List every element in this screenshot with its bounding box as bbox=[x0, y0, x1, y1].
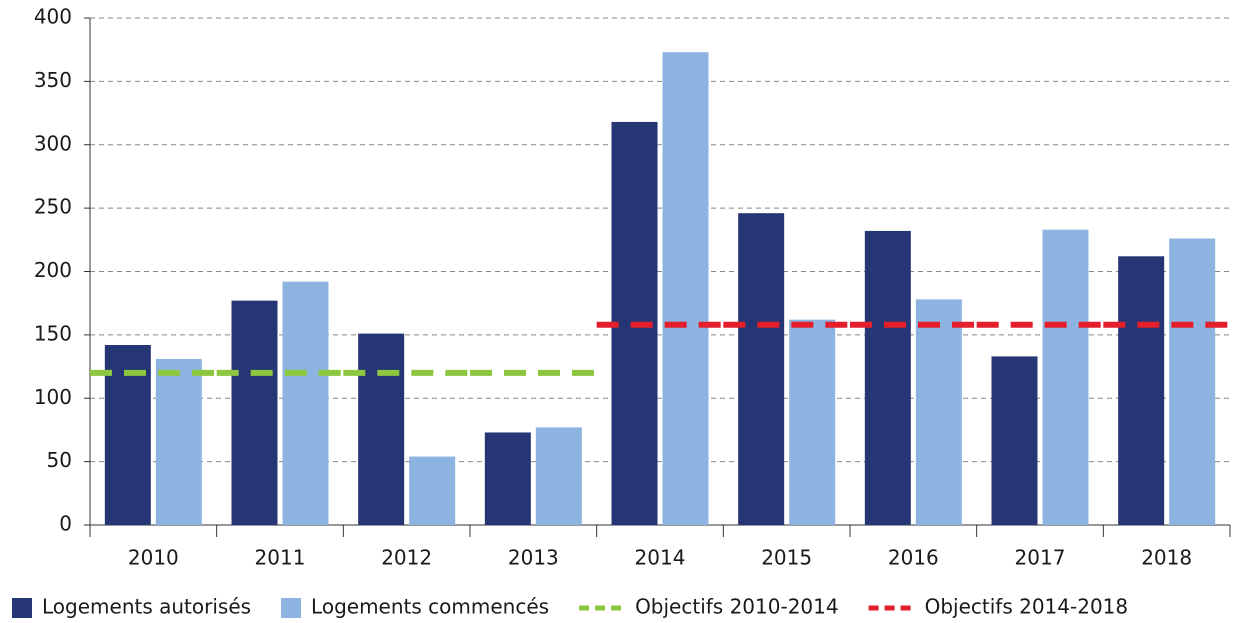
x-tick-label: 2011 bbox=[255, 546, 306, 570]
bar bbox=[738, 213, 785, 525]
y-tick-label: 100 bbox=[34, 385, 72, 409]
x-tick-label: 2017 bbox=[1015, 546, 1066, 570]
y-tick-label: 200 bbox=[34, 258, 72, 282]
bar bbox=[991, 356, 1038, 525]
legend-swatch bbox=[281, 598, 302, 618]
x-tick-label: 2010 bbox=[128, 546, 179, 570]
legend-label: Logements autorisés bbox=[42, 595, 251, 619]
bar bbox=[484, 432, 531, 525]
y-tick-label: 350 bbox=[34, 68, 72, 92]
y-tick-label: 150 bbox=[34, 321, 72, 345]
bar bbox=[409, 456, 456, 525]
bar bbox=[1042, 229, 1089, 526]
bar bbox=[1169, 238, 1216, 526]
x-tick-label: 2013 bbox=[508, 546, 559, 570]
legend-swatch bbox=[12, 598, 32, 618]
y-tick-label: 50 bbox=[47, 448, 72, 472]
bar bbox=[282, 281, 329, 525]
bar bbox=[358, 333, 405, 525]
bar bbox=[864, 230, 911, 525]
x-tick-label: 2012 bbox=[381, 546, 432, 570]
x-tick-label: 2014 bbox=[635, 546, 686, 570]
bar bbox=[155, 358, 202, 525]
y-tick-label: 250 bbox=[34, 195, 72, 219]
legend-label: Objectifs 2010-2014 bbox=[635, 595, 839, 619]
bar bbox=[231, 300, 278, 525]
x-tick-label: 2018 bbox=[1141, 546, 1192, 570]
y-tick-label: 400 bbox=[34, 5, 72, 29]
bar bbox=[1118, 256, 1165, 525]
y-tick-label: 0 bbox=[59, 512, 72, 536]
y-tick-label: 300 bbox=[34, 131, 72, 155]
bar bbox=[789, 319, 836, 525]
x-tick-label: 2015 bbox=[761, 546, 812, 570]
legend-label: Logements commencés bbox=[311, 595, 549, 619]
x-tick-label: 2016 bbox=[888, 546, 939, 570]
bar bbox=[535, 427, 582, 525]
bar bbox=[662, 52, 709, 525]
bar bbox=[915, 299, 962, 525]
legend-label: Objectifs 2014-2018 bbox=[925, 595, 1129, 619]
